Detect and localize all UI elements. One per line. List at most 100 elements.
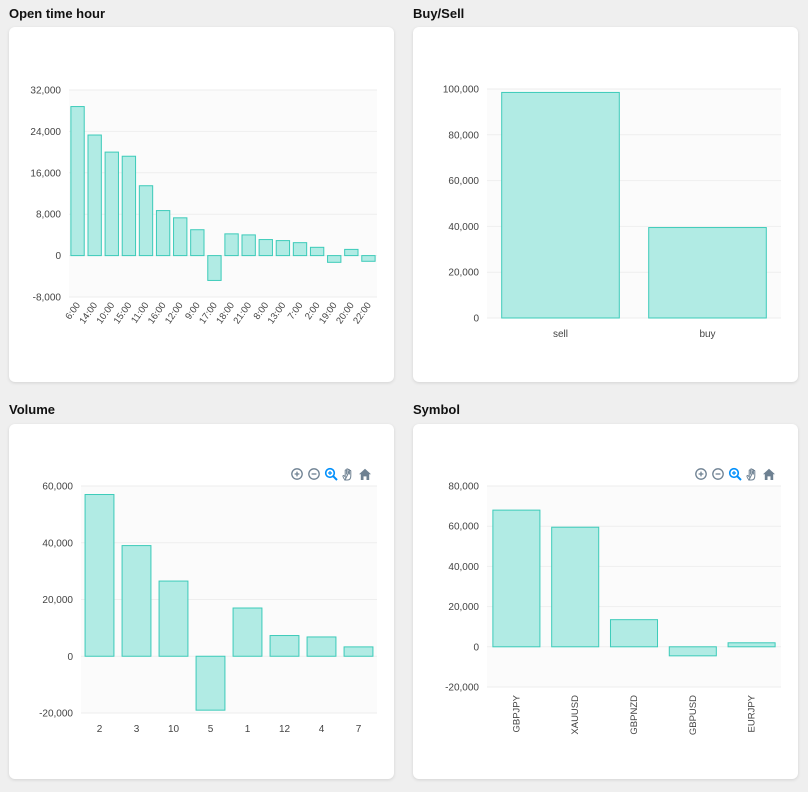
y-tick-label: -20,000	[445, 683, 479, 694]
chart-title-symbol: Symbol	[413, 402, 460, 417]
bar-22-00[interactable]	[361, 255, 376, 262]
bar-7-00[interactable]	[292, 242, 308, 257]
zoom-in-button[interactable]	[693, 466, 708, 481]
bar-11-00[interactable]	[138, 185, 154, 257]
zoom-out-button[interactable]	[306, 466, 321, 481]
x-tick-label: sell	[553, 329, 568, 340]
chart-title-buy-sell: Buy/Sell	[413, 6, 465, 21]
bar-20-00[interactable]	[344, 248, 359, 257]
bar-14-00[interactable]	[87, 134, 102, 257]
home-button[interactable]	[761, 466, 776, 481]
y-tick-label: 16,000	[30, 168, 61, 179]
home-icon	[762, 468, 775, 480]
y-tick-label: 32,000	[30, 86, 61, 97]
bar-19-00[interactable]	[327, 255, 342, 263]
x-tick-label: buy	[699, 329, 715, 340]
bar-21-00[interactable]	[241, 234, 256, 257]
x-tick-label: GBPUSD	[688, 695, 699, 735]
zoom-out-icon	[711, 467, 724, 480]
volume-chart-toolbar	[289, 466, 372, 481]
symbol-chart-toolbar	[693, 466, 776, 481]
y-tick-label: 40,000	[448, 562, 479, 573]
y-tick-label: 60,000	[448, 522, 479, 533]
y-tick-label: 80,000	[448, 482, 479, 493]
bar-18-00[interactable]	[224, 233, 239, 257]
y-tick-label: 40,000	[448, 222, 479, 233]
zoom-out-icon	[307, 467, 320, 480]
zoom-select-icon	[728, 467, 742, 481]
bar-10[interactable]	[158, 580, 189, 657]
bar-gbpjpy[interactable]	[492, 509, 541, 648]
y-tick-label: 0	[55, 251, 61, 262]
x-tick-label: 3	[134, 724, 140, 735]
y-tick-label: 20,000	[448, 268, 479, 279]
bar-xauusd[interactable]	[551, 526, 600, 648]
bar-16-00[interactable]	[155, 210, 171, 257]
bar-gbpnzd[interactable]	[609, 619, 659, 648]
bar-eurjpy[interactable]	[727, 642, 776, 648]
zoom-out-button[interactable]	[710, 466, 725, 481]
bar-7[interactable]	[343, 646, 374, 657]
bar-buy[interactable]	[648, 227, 767, 319]
bar-4[interactable]	[306, 636, 337, 657]
pan-icon	[745, 467, 755, 480]
zoom-select-button[interactable]	[727, 466, 742, 481]
x-tick-label: 13:00	[266, 300, 289, 326]
y-tick-label: 60,000	[42, 482, 73, 493]
bar-1[interactable]	[232, 607, 263, 657]
x-tick-label: 10	[168, 724, 180, 735]
bar-10-00[interactable]	[104, 151, 119, 257]
x-tick-label: 5	[208, 724, 214, 735]
pan-button[interactable]	[744, 466, 759, 481]
bar-12[interactable]	[269, 635, 300, 657]
bar-5[interactable]	[195, 655, 226, 711]
y-tick-label: 0	[473, 314, 479, 325]
y-tick-label: 24,000	[30, 127, 61, 138]
bar-2-00[interactable]	[309, 246, 325, 257]
bar-13-00[interactable]	[275, 240, 291, 257]
zoom-in-button[interactable]	[289, 466, 304, 481]
zoom-select-icon	[324, 467, 338, 481]
volume-chart-card: 60,000 40,000 20,000 0 -20,000 2 3 10 5 1 12 4 7	[9, 424, 394, 779]
chart-title-volume: Volume	[9, 402, 55, 417]
y-tick-label: 0	[67, 652, 73, 663]
bar-3[interactable]	[121, 545, 152, 657]
y-tick-label: 20,000	[448, 602, 479, 613]
pan-button[interactable]	[340, 466, 355, 481]
x-tick-label: GBPNZD	[629, 695, 640, 735]
x-tick-label: 21:00	[231, 300, 254, 326]
y-tick-label: 40,000	[42, 538, 73, 549]
volume-bar-chart: 60,000 40,000 20,000 0 -20,000 2 3 10 5 1 12 4 7	[39, 482, 377, 735]
y-tick-label: 60,000	[448, 176, 479, 187]
zoom-in-icon	[694, 467, 707, 480]
bar-12-00[interactable]	[173, 217, 188, 257]
x-tick-label: EURJPY	[747, 694, 758, 732]
x-tick-label: GBPJPY	[511, 694, 522, 732]
bar-6-00[interactable]	[70, 106, 85, 257]
bar-gbpusd[interactable]	[668, 646, 717, 657]
bar-8-00[interactable]	[258, 239, 273, 257]
x-tick-label: XAUUSD	[570, 695, 581, 735]
zoom-select-button[interactable]	[323, 466, 338, 481]
home-button[interactable]	[357, 466, 372, 481]
bar-15-00[interactable]	[121, 155, 137, 257]
bar-17-00[interactable]	[207, 255, 222, 281]
open-time-hour-bar-chart: 32,00024,00016,0008,0000-8,0006:0014:001…	[30, 86, 377, 326]
x-tick-label: 7	[356, 724, 362, 735]
y-tick-label: -20,000	[39, 709, 73, 720]
y-tick-label: 80,000	[448, 130, 479, 141]
x-tick-label: 4	[319, 724, 325, 735]
bar-sell[interactable]	[501, 91, 620, 319]
chart-title-open-time-hour: Open time hour	[9, 6, 106, 21]
symbol-chart-card: 80,000 60,000 40,000 20,000 0 -20,000 GBPJPY XA…	[413, 424, 798, 779]
y-tick-label: 100,000	[443, 85, 480, 96]
pan-icon	[341, 467, 351, 480]
bar-9-00[interactable]	[190, 229, 205, 257]
bar-2[interactable]	[84, 494, 115, 657]
y-tick-label: 8,000	[36, 210, 61, 221]
y-tick-label: 20,000	[42, 595, 73, 606]
x-tick-label: 22:00	[351, 300, 374, 326]
x-tick-label: 12	[279, 724, 291, 735]
x-tick-label: 15:00	[112, 300, 135, 326]
plot-area	[69, 90, 377, 297]
